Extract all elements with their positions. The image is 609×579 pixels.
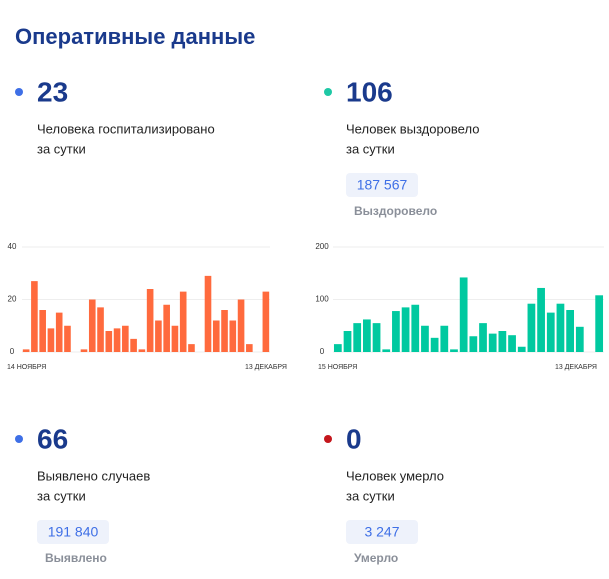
- bar: [343, 331, 352, 352]
- stat-value: 23: [37, 76, 68, 107]
- total-value: 3 247: [364, 524, 399, 540]
- bar: [171, 325, 179, 352]
- status-dot: [15, 435, 23, 443]
- bar: [537, 287, 545, 352]
- total-caption: Выздоровело: [354, 204, 437, 218]
- bar: [22, 349, 30, 352]
- bar: [440, 325, 449, 352]
- bar: [382, 349, 391, 352]
- stat-label: за сутки: [346, 488, 395, 503]
- stat-label: за сутки: [37, 488, 86, 503]
- bar: [430, 337, 439, 352]
- y-tick-label: 0: [320, 347, 325, 356]
- stat-label: Человека госпитализировано: [37, 121, 215, 136]
- bar: [155, 320, 162, 352]
- status-dot: [15, 88, 23, 96]
- bar: [138, 349, 146, 352]
- bar: [508, 335, 516, 352]
- bar: [179, 291, 187, 352]
- bar: [39, 310, 46, 352]
- bar: [421, 325, 429, 352]
- total-badge: [346, 173, 418, 197]
- stat-label: за сутки: [37, 141, 86, 156]
- total-value: 191 840: [48, 524, 99, 540]
- total-value: 187 567: [357, 177, 408, 193]
- stat-value: 106: [346, 76, 393, 107]
- y-tick-label: 0: [10, 347, 15, 356]
- bar: [392, 311, 400, 352]
- bar: [353, 323, 362, 352]
- x-tick-label: 14 НОЯБРЯ: [7, 364, 46, 371]
- bar: [488, 333, 497, 352]
- bar: [204, 275, 212, 352]
- bar: [411, 304, 420, 352]
- bar: [517, 346, 526, 352]
- bar: [88, 299, 96, 352]
- bar: [479, 323, 487, 352]
- bar: [47, 328, 55, 352]
- bar: [575, 326, 584, 352]
- bar: [105, 331, 113, 352]
- bar: [212, 320, 220, 352]
- bar: [113, 328, 121, 352]
- y-tick-label: 200: [315, 242, 329, 251]
- total-badge: [37, 520, 109, 544]
- bar: [498, 331, 507, 352]
- total-caption: Выявлено: [45, 551, 107, 565]
- bar: [188, 344, 195, 352]
- total-caption: Умерло: [354, 551, 398, 565]
- bar: [333, 344, 342, 352]
- x-tick-label: 13 ДЕКАБРЯ: [555, 364, 597, 371]
- status-dot: [324, 88, 332, 96]
- total-badge: [346, 520, 418, 544]
- y-tick-label: 20: [8, 295, 17, 304]
- stat-value: 66: [37, 423, 68, 454]
- bar: [401, 307, 410, 352]
- x-tick-label: 13 ДЕКАБРЯ: [245, 364, 287, 371]
- bar: [31, 281, 38, 352]
- bar: [80, 349, 88, 352]
- bar: [221, 310, 228, 352]
- bar: [146, 289, 154, 352]
- stat-label: Человек умерло: [346, 468, 444, 483]
- bar: [469, 336, 478, 352]
- bar: [262, 291, 270, 352]
- bar: [97, 307, 104, 352]
- x-tick-label: 15 НОЯБРЯ: [318, 364, 357, 371]
- bar: [130, 338, 137, 352]
- status-dot: [324, 435, 332, 443]
- bar: [459, 277, 468, 352]
- bar: [246, 344, 253, 352]
- stat-label: Выявлено случаев: [37, 468, 150, 483]
- bar: [55, 312, 63, 352]
- stat-value: 0: [346, 423, 362, 454]
- y-tick-label: 40: [8, 242, 17, 251]
- bar: [450, 349, 458, 352]
- y-tick-label: 100: [315, 295, 329, 304]
- bar: [363, 319, 371, 352]
- stat-label: Человек выздоровело: [346, 121, 479, 136]
- stat-label: за сутки: [346, 141, 395, 156]
- bar: [527, 303, 536, 352]
- bar: [595, 295, 604, 352]
- bar: [229, 320, 237, 352]
- bar: [556, 303, 565, 352]
- bar: [237, 299, 245, 352]
- bar: [64, 325, 71, 352]
- bar: [546, 312, 555, 352]
- bar: [163, 304, 170, 352]
- bar: [122, 325, 129, 352]
- page-title: Оперативные данные: [15, 24, 255, 49]
- bar: [372, 323, 381, 352]
- bar: [566, 310, 574, 352]
